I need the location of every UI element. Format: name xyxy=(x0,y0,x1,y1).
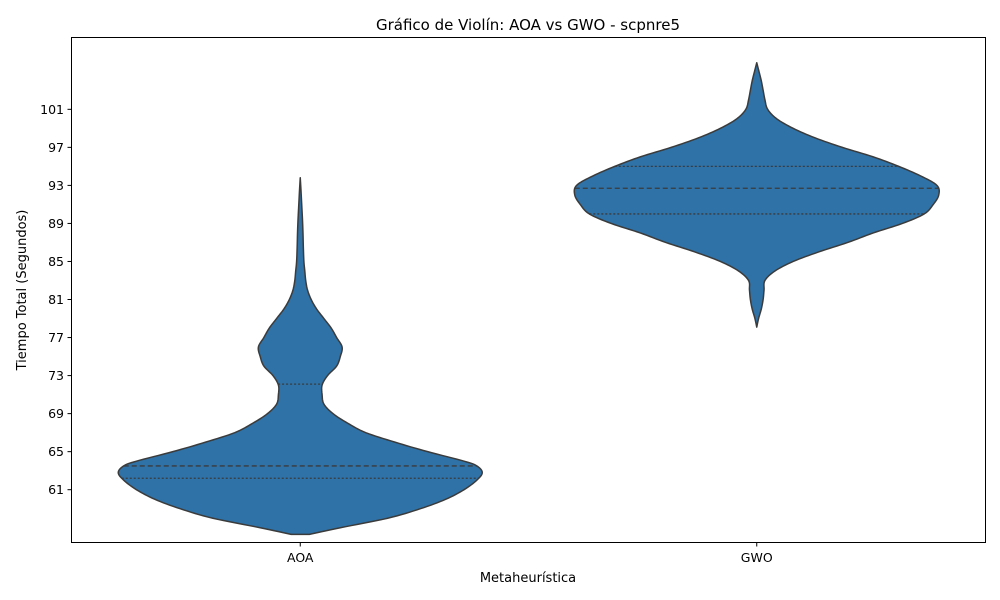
chart-title: Gráfico de Violín: AOA vs GWO - scpnre5 xyxy=(376,16,680,34)
y-tick-label: 77 xyxy=(48,330,64,345)
x-axis: AOA GWO xyxy=(287,542,773,565)
y-tick-label: 61 xyxy=(48,482,64,497)
y-tick-label: 81 xyxy=(48,292,64,307)
y-tick-label: 93 xyxy=(48,178,64,193)
x-tick-label: AOA xyxy=(287,550,314,565)
plot-frame xyxy=(71,37,986,543)
y-tick-label: 101 xyxy=(40,102,64,117)
x-tick-label: GWO xyxy=(741,550,773,565)
y-tick-label: 73 xyxy=(48,368,64,383)
violins xyxy=(117,61,940,536)
y-axis-label: Tiempo Total (Segundos) xyxy=(15,210,30,372)
x-axis-label: Metaheurística xyxy=(480,571,576,586)
y-tick-label: 65 xyxy=(48,444,64,459)
y-axis: 61 65 69 73 77 81 85 89 93 97 101 xyxy=(40,102,72,497)
violin-body-aoa xyxy=(117,177,483,536)
y-tick-label: 89 xyxy=(48,216,64,231)
y-tick-label: 69 xyxy=(48,406,64,421)
violin-body-gwo xyxy=(573,61,940,328)
y-tick-label: 97 xyxy=(48,140,64,155)
y-tick-label: 85 xyxy=(48,254,64,269)
